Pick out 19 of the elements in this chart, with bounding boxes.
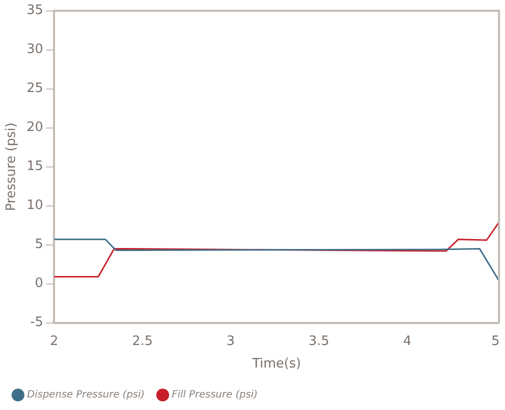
y-tick-label: 0 <box>34 276 44 292</box>
y-tick-label: 5 <box>34 237 44 252</box>
y-tick-label: 30 <box>26 42 44 58</box>
y-tick-label: -5 <box>30 315 44 330</box>
x-tick-label: 2.5 <box>132 334 153 349</box>
y-tick-label: 15 <box>26 159 44 174</box>
legend-label: Dispense Pressure (psi) <box>27 390 145 401</box>
x-axis-title: Time(s) <box>251 356 301 372</box>
y-tick-label: 25 <box>26 81 44 96</box>
x-tick-label: 5 <box>491 334 500 349</box>
y-tick-label: 20 <box>26 120 44 136</box>
y-axis-title: Pressure (psi) <box>4 122 20 212</box>
x-tick-label: 2 <box>50 334 58 349</box>
x-tick-label: 3 <box>226 334 235 349</box>
y-tick-label: 10 <box>26 198 44 214</box>
legend-label: Fill Pressure (psi) <box>172 390 258 401</box>
x-tick-label: 3.5 <box>308 334 330 349</box>
y-tick-label: 35 <box>26 3 44 18</box>
x-tick-label: 4 <box>403 334 412 349</box>
